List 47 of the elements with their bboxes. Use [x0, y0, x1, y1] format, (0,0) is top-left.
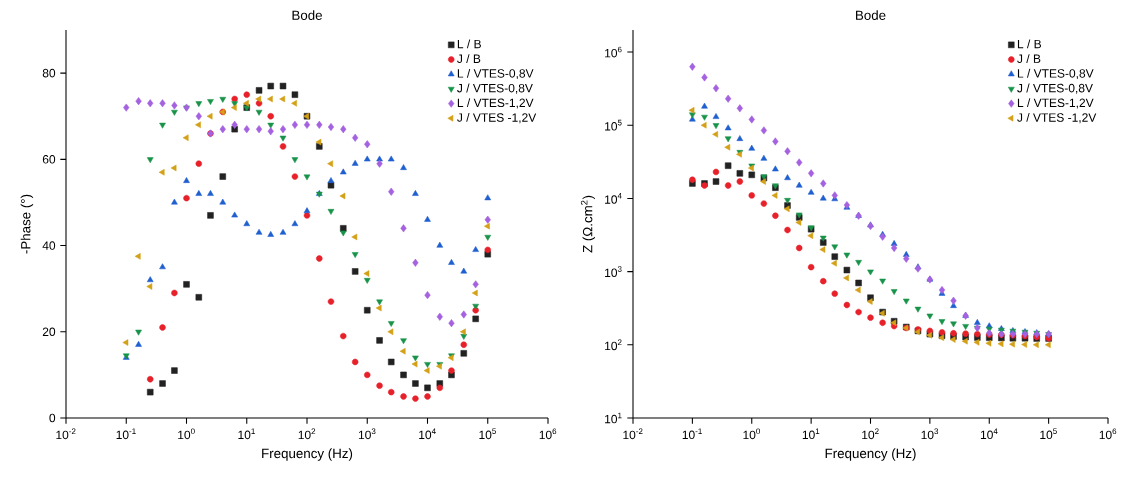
chart-title: Bode: [292, 10, 322, 20]
legend-label: L / VTES-0,8V: [1017, 68, 1094, 80]
legend-label: J / VTES -1,2V: [457, 112, 537, 124]
y-tick-label: 20: [42, 327, 56, 337]
y-tick-label: 60: [42, 155, 56, 164]
legend-label: J / B: [457, 54, 481, 64]
x-axis-title: Frequency (Hz): [262, 448, 353, 461]
x-tick-label: 10$^{1}$: [802, 428, 820, 440]
legend-label: L / VTES-1,2V: [457, 98, 534, 109]
y-tick-label: 10$^{5}$: [605, 119, 622, 131]
x-tick-label: 10$^{-2}$: [623, 428, 643, 440]
x-tick-label: 10$^{4}$: [419, 428, 436, 440]
y-tick-label: 10$^{1}$: [605, 412, 622, 424]
x-tick-label: 10$^{-1}$: [116, 428, 136, 440]
legend-label: J / VTES-0,8V: [457, 83, 533, 94]
x-tick-label: 10$^{6}$: [1099, 428, 1117, 440]
y-tick-label: 0: [49, 413, 56, 423]
x-tick-label: 10$^{5}$: [479, 428, 496, 440]
x-tick-label: 10$^{-2}$: [56, 428, 76, 440]
legend-label: J / VTES-0,8V: [1017, 83, 1093, 94]
x-tick-label: 10$^{1}$: [238, 428, 255, 440]
y-tick-label: 40: [42, 241, 56, 250]
legend-label: J / B: [1017, 54, 1041, 63]
x-tick-label: 10$^{0}$: [743, 428, 761, 440]
legend-label: L / B: [1017, 39, 1042, 49]
chart-title: Bode: [856, 10, 886, 20]
y-tick-label: 10$^{4}$: [605, 193, 622, 204]
y-tick-label: 10$^{6}$: [605, 46, 622, 58]
x-tick-label: 10$^{6}$: [539, 428, 557, 440]
x-tick-label: 10$^{5}$: [1040, 428, 1057, 440]
x-tick-label: 10$^{2}$: [862, 428, 879, 440]
legend-label: L / VTES-0,8V: [457, 68, 534, 80]
x-tick-label: 10$^{2}$: [298, 428, 316, 440]
legend-label: J / VTES -1,2V: [1017, 112, 1097, 124]
x-axis-title: Frequency (Hz): [825, 448, 916, 461]
y-axis-title: -Phase (°): [20, 194, 34, 254]
x-tick-label: 10$^{3}$: [921, 428, 939, 440]
y-tick-label: 80: [42, 68, 56, 78]
x-tick-label: 10$^{3}$: [358, 428, 376, 440]
y-axis-title: Z (Ω.cm$^{2}$): [580, 195, 595, 253]
x-tick-label: 10$^{0}$: [178, 428, 195, 440]
legend-label: L / B: [457, 39, 481, 49]
x-tick-label: 10$^{-1}$: [682, 428, 702, 440]
x-tick-label: 10$^{4}$: [980, 428, 998, 440]
y-tick-label: 10$^{3}$: [605, 266, 622, 278]
legend-label: L / VTES-1,2V: [1017, 98, 1094, 109]
y-tick-label: 10$^{2}$: [605, 339, 622, 351]
